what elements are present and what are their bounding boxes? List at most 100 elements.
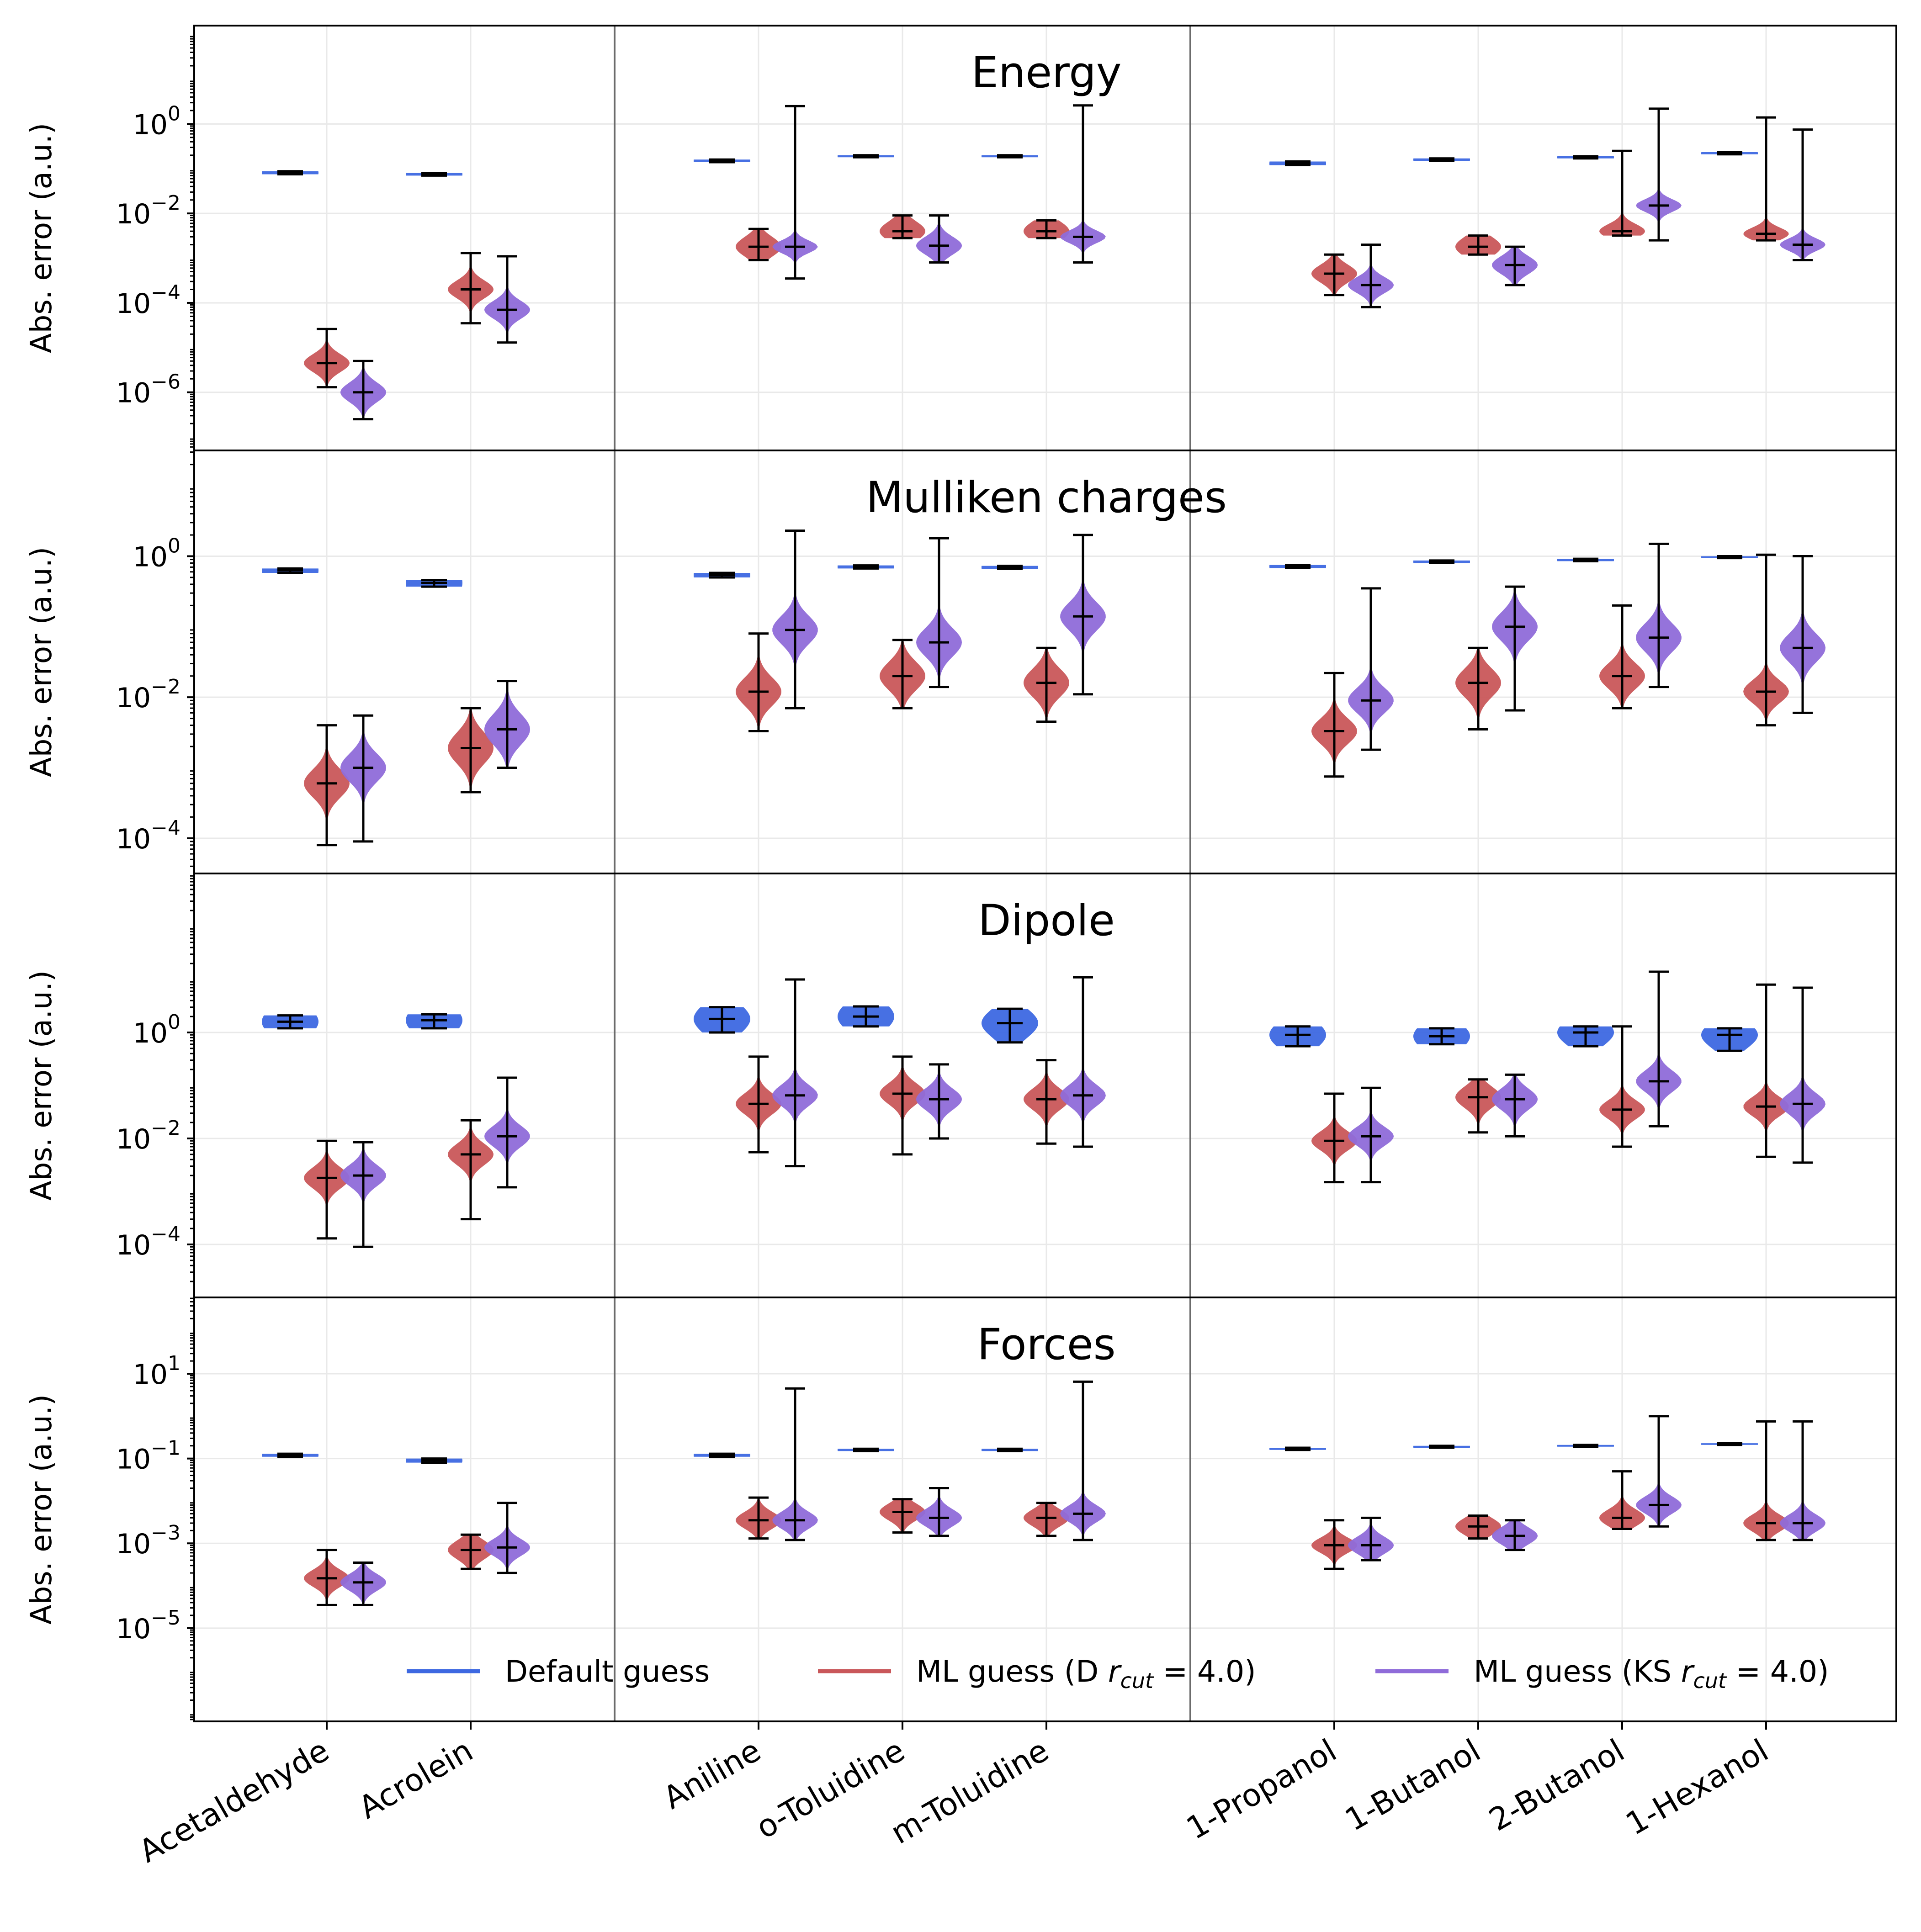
violin-default-1-butanol bbox=[1413, 1027, 1470, 1046]
violin-ml-ks-acetaldehyde bbox=[340, 1141, 386, 1248]
x-tick-label: o-Toluidine bbox=[750, 1732, 911, 1846]
x-tick-label: 1-Butanol bbox=[1339, 1732, 1487, 1838]
y-axis-label: Abs. error (a.u.) bbox=[25, 123, 58, 353]
y-tick-label: 100 bbox=[133, 535, 180, 573]
violin-ml-d-acetaldehyde bbox=[304, 328, 350, 389]
x-tick-label: 1-Hexanol bbox=[1620, 1732, 1774, 1842]
axes-frame bbox=[193, 1297, 1897, 1722]
violin-default-2-butanol bbox=[1557, 1444, 1614, 1448]
violin-ml-d-aniline bbox=[736, 1055, 781, 1154]
violin-default-acetaldehyde bbox=[262, 567, 318, 574]
panel-mulliken-charges: 100 10−2 10−4 Mulliken charges Abs. error (a… bbox=[25, 450, 1897, 874]
violin-ml-ks-acetaldehyde bbox=[340, 1561, 386, 1606]
violin-default-2-butanol bbox=[1557, 1025, 1614, 1048]
violin-ml-ks-o-toluidine bbox=[916, 537, 962, 688]
violin-ml-d-acrolein bbox=[448, 707, 494, 794]
violin-default-m-toluidine bbox=[982, 154, 1038, 159]
y-tick-label: 10−4 bbox=[116, 816, 180, 855]
violin-ml-ks-acetaldehyde bbox=[340, 360, 386, 421]
violin-ml-ks-aniline bbox=[772, 529, 818, 709]
violin-ml-ks-2-butanol bbox=[1636, 970, 1682, 1127]
panel-energy: 100 10−2 10−4 10−6 Energy Abs. error (a.u.) bbox=[25, 25, 1897, 451]
violin-ml-ks-2-butanol bbox=[1636, 1415, 1682, 1528]
violin-ml-d-m-toluidine bbox=[1024, 1502, 1069, 1537]
panel-forces: 101 10−1 10−3 10−5 Forces Abs. error (a.u.) bbox=[25, 1297, 1897, 1722]
violin-default-1-butanol bbox=[1413, 559, 1470, 564]
violin-ml-d-acetaldehyde bbox=[304, 1139, 350, 1240]
violin-ml-d-acrolein bbox=[448, 1119, 494, 1221]
violin-default-o-toluidine bbox=[838, 564, 894, 570]
legend-label: Default guess bbox=[505, 1655, 710, 1689]
violin-ml-ks-1-propanol bbox=[1348, 243, 1394, 308]
violin-ml-d-acrolein bbox=[448, 252, 494, 325]
panel-title: Dipole bbox=[978, 896, 1115, 946]
violin-ml-ks-o-toluidine bbox=[916, 214, 962, 264]
y-tick-label: 10−2 bbox=[116, 191, 180, 230]
violin-ml-ks-1-butanol bbox=[1492, 1519, 1538, 1551]
violin-ml-d-acetaldehyde bbox=[304, 724, 350, 847]
violin-ml-d-1-hexanol bbox=[1743, 116, 1789, 242]
violin-ml-ks-acrolein bbox=[484, 255, 530, 344]
violin-ml-ks-aniline bbox=[772, 978, 818, 1168]
violin-ml-ks-m-toluidine bbox=[1060, 534, 1106, 696]
violin-ml-ks-1-hexanol bbox=[1780, 986, 1825, 1164]
x-tick-label: 2-Butanol bbox=[1483, 1732, 1631, 1838]
violin-ml-d-2-butanol bbox=[1599, 149, 1645, 237]
violin-default-1-hexanol bbox=[1701, 555, 1758, 560]
violin-ml-d-m-toluidine bbox=[1024, 1059, 1069, 1145]
violin-default-acrolein bbox=[406, 1013, 462, 1030]
y-tick-label: 10−4 bbox=[116, 1223, 180, 1261]
violin-default-1-hexanol bbox=[1701, 1442, 1758, 1446]
violin-ml-ks-o-toluidine bbox=[916, 1487, 962, 1537]
violin-ml-ks-1-propanol bbox=[1348, 1516, 1394, 1561]
violin-default-1-butanol bbox=[1413, 1445, 1470, 1449]
violin-default-acrolein bbox=[406, 172, 462, 177]
violin-default-2-butanol bbox=[1557, 155, 1614, 160]
violin-ml-d-acetaldehyde bbox=[304, 1549, 350, 1606]
legend: Default guess ML guess (D rcut = 4.0) ML g… bbox=[407, 1655, 1829, 1693]
y-tick-label: 10−5 bbox=[116, 1606, 180, 1645]
violin-default-aniline bbox=[694, 1452, 750, 1458]
violin-default-o-toluidine bbox=[838, 1005, 894, 1028]
violin-default-1-butanol bbox=[1413, 157, 1470, 162]
violin-ml-ks-m-toluidine bbox=[1060, 976, 1106, 1148]
y-axis-label: Abs. error (a.u.) bbox=[25, 1394, 58, 1625]
violin-default-aniline bbox=[694, 572, 750, 579]
violin-ml-d-1-butanol bbox=[1455, 1514, 1501, 1540]
violin-ml-d-m-toluidine bbox=[1024, 646, 1069, 723]
violin-ml-ks-1-propanol bbox=[1348, 587, 1394, 751]
violin-ml-d-acrolein bbox=[448, 1533, 494, 1570]
violin-default-m-toluidine bbox=[982, 1447, 1038, 1452]
violin-ml-d-1-hexanol bbox=[1743, 1420, 1789, 1541]
violin-ml-d-aniline bbox=[736, 228, 781, 262]
violin-default-m-toluidine bbox=[982, 565, 1038, 570]
violin-ml-d-1-propanol bbox=[1311, 1519, 1357, 1570]
violin-default-acrolein bbox=[406, 579, 462, 588]
violin-ml-ks-1-propanol bbox=[1348, 1086, 1394, 1184]
violin-ml-ks-acrolein bbox=[484, 1502, 530, 1574]
violin-ml-ks-1-butanol bbox=[1492, 585, 1538, 712]
violin-default-1-propanol bbox=[1269, 1025, 1326, 1048]
panel-title: Mulliken charges bbox=[866, 473, 1227, 523]
violin-ml-d-1-butanol bbox=[1455, 234, 1501, 256]
violin-default-aniline bbox=[694, 1006, 750, 1034]
violin-default-m-toluidine bbox=[982, 1007, 1038, 1044]
violin-ml-d-2-butanol bbox=[1599, 1470, 1645, 1530]
y-tick-label: 10−4 bbox=[116, 281, 180, 320]
panel-title: Forces bbox=[977, 1320, 1115, 1370]
violin-ml-d-1-butanol bbox=[1455, 646, 1501, 731]
y-tick-label: 10−3 bbox=[116, 1521, 180, 1560]
violin-default-acetaldehyde bbox=[262, 1014, 318, 1030]
violin-ml-ks-aniline bbox=[772, 1387, 818, 1541]
y-tick-label: 10−6 bbox=[116, 371, 180, 409]
violin-ml-ks-1-hexanol bbox=[1780, 1420, 1825, 1541]
violin-default-1-hexanol bbox=[1701, 1027, 1758, 1052]
violin-ml-ks-m-toluidine bbox=[1060, 104, 1106, 264]
violin-default-acrolein bbox=[406, 1457, 462, 1464]
violin-ml-ks-1-hexanol bbox=[1780, 128, 1825, 262]
violin-ml-ks-o-toluidine bbox=[916, 1063, 962, 1140]
y-tick-label: 10−2 bbox=[116, 1117, 180, 1155]
violin-default-1-propanol bbox=[1269, 160, 1326, 167]
x-tick-label: Aniline bbox=[658, 1732, 767, 1816]
violin-ml-d-aniline bbox=[736, 632, 781, 732]
